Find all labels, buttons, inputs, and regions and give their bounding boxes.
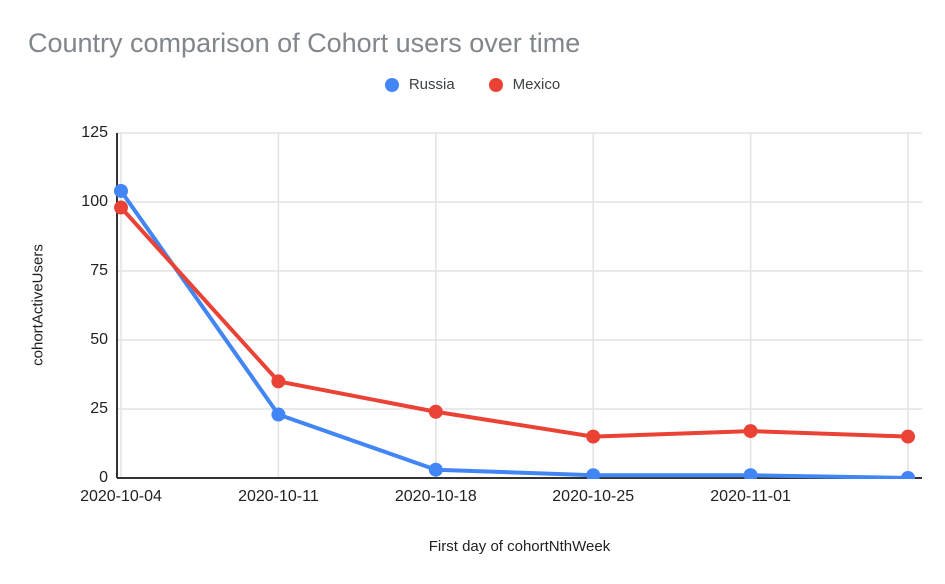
legend-item-russia[interactable]: Russia (384, 76, 455, 93)
chart-title: Country comparison of Cohort users over … (28, 28, 581, 58)
data-point-russia (586, 468, 601, 479)
data-point-russia (428, 462, 443, 477)
series-line-russia (119, 189, 909, 479)
data-point-russia (114, 183, 128, 198)
y-tick-label: 100 (81, 193, 108, 210)
x-tick-label: 2020-10-18 (394, 488, 477, 505)
data-point-mexico (586, 429, 601, 444)
y-tick-label: 125 (81, 124, 108, 141)
legend-item-mexico[interactable]: Mexico (488, 76, 561, 93)
series-line-mexico (119, 206, 909, 439)
mexico-series-dot-icon (488, 77, 503, 92)
russia-series-dot-icon (384, 77, 399, 92)
x-tick-label: 2020-11-01 (710, 488, 791, 505)
y-tick-label: 75 (90, 262, 108, 279)
legend-label-russia: Russia (408, 76, 455, 93)
x-axis-title: First day of cohortNthWeek (428, 538, 611, 555)
x-tick-label: 2020-10-04 (80, 488, 162, 505)
legend: Russia Mexico (0, 76, 945, 93)
data-point-russia (743, 468, 758, 479)
y-tick-label: 0 (99, 469, 108, 486)
y-axis-title: cohortActiveUsers (29, 244, 47, 366)
legend-label-mexico: Mexico (512, 76, 561, 93)
data-point-mexico (428, 404, 443, 419)
data-point-russia (271, 407, 286, 422)
data-point-russia (901, 471, 915, 479)
y-tick-label: 50 (90, 331, 108, 348)
x-tick-label: 2020-10-11 (238, 488, 319, 505)
data-point-mexico (271, 374, 286, 389)
data-point-mexico (743, 424, 758, 439)
y-tick-label: 25 (90, 400, 108, 417)
data-point-mexico (114, 200, 128, 215)
data-point-mexico (901, 429, 915, 444)
x-tick-label: 2020-10-25 (552, 488, 635, 505)
